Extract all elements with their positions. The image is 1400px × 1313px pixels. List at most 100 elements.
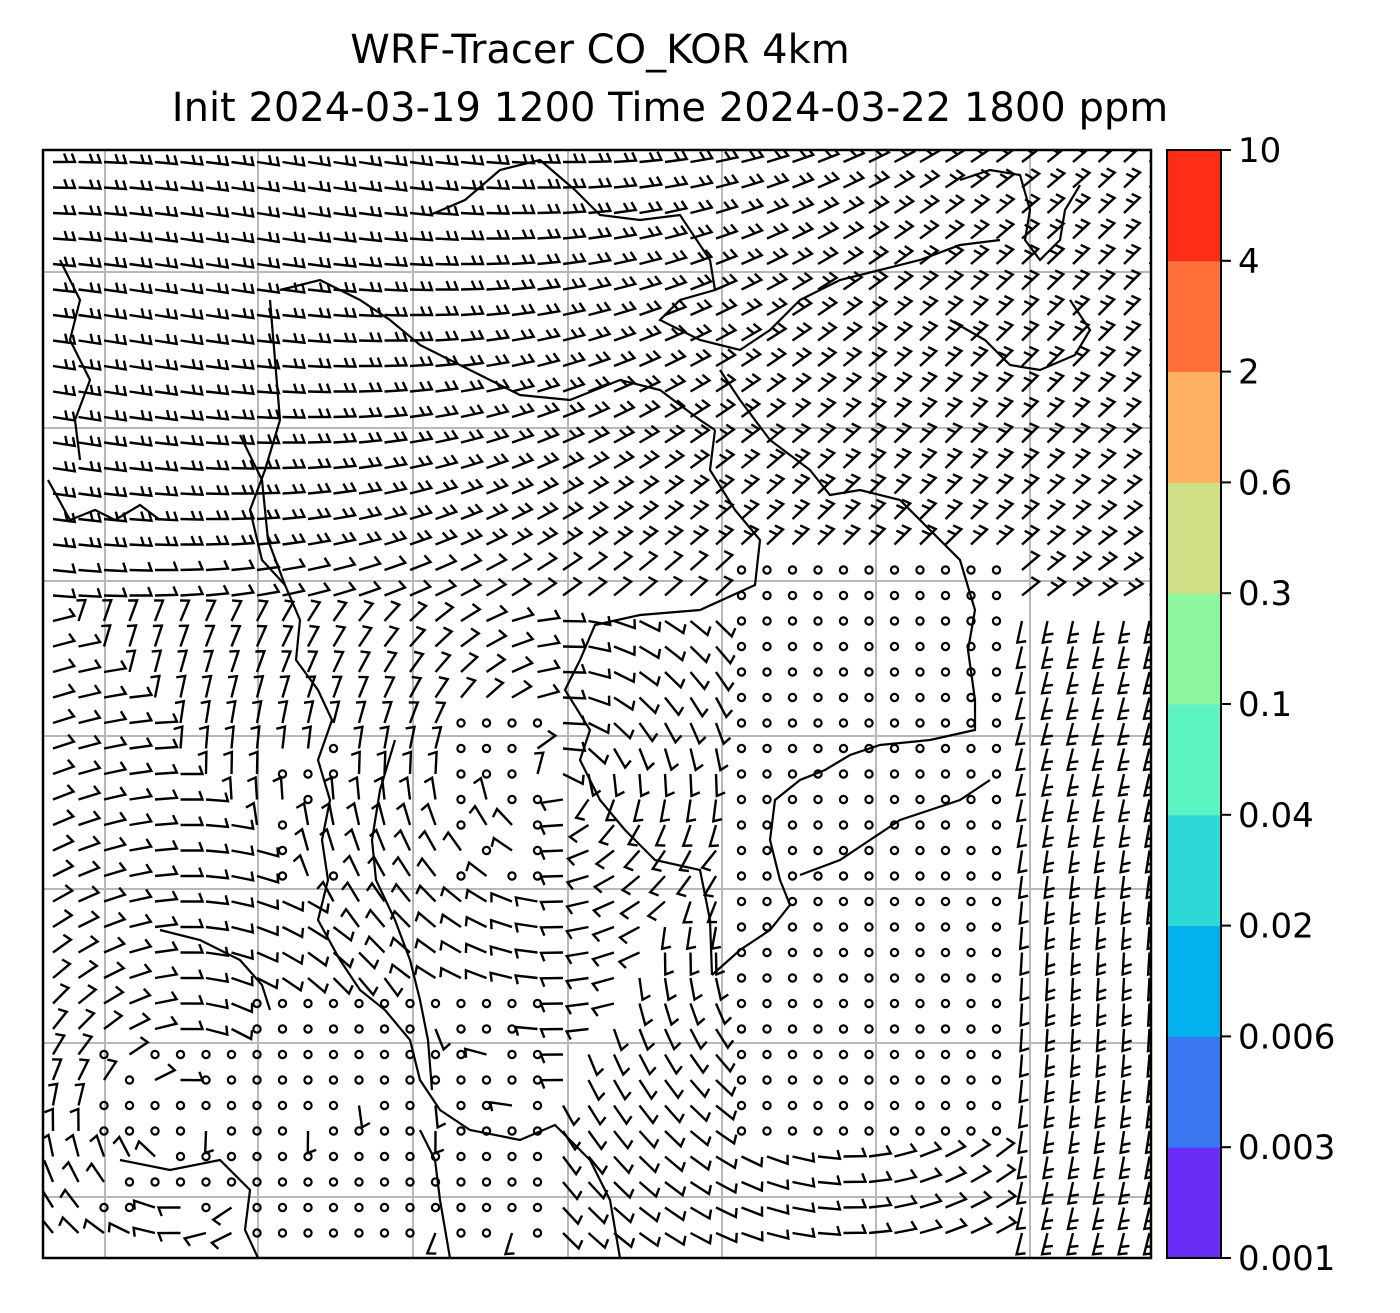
- wind-barb: [180, 969, 205, 980]
- wind-barb: [52, 410, 77, 422]
- calm-wind-marker: [940, 641, 951, 652]
- wind-barb: [689, 424, 711, 444]
- wind-barb: [766, 272, 789, 291]
- wind-barb: [1123, 167, 1143, 189]
- wind-barb: [255, 624, 268, 647]
- calm-wind-marker: [864, 998, 874, 1009]
- wind-barb: [817, 473, 837, 495]
- wind-barb: [384, 455, 409, 470]
- wind-barb: [78, 587, 103, 598]
- wind-barb: [842, 170, 866, 189]
- wind-barb: [485, 653, 507, 673]
- wind-barb: [333, 231, 357, 243]
- wind-barb: [384, 555, 408, 572]
- wind-barb: [995, 371, 1015, 393]
- wind-barb: [333, 205, 357, 218]
- wind-barb: [256, 899, 280, 911]
- wind-barb: [1046, 345, 1066, 367]
- wind-barb: [281, 624, 294, 648]
- wind-barb: [1046, 193, 1067, 214]
- wind-barb: [587, 773, 602, 798]
- wind-barb: [256, 508, 281, 521]
- wind-barb: [1097, 192, 1117, 214]
- colorbar-tick-label: 0.003: [1238, 1128, 1335, 1168]
- wind-barb: [1021, 193, 1041, 214]
- wind-barbs: [43, 150, 1151, 1256]
- wind-barb: [332, 599, 349, 622]
- wind-barb: [995, 396, 1015, 418]
- wind-barb: [893, 524, 913, 546]
- wind-barb: [152, 624, 164, 647]
- wind-barb: [1091, 646, 1105, 670]
- wind-barb: [154, 990, 179, 1005]
- calm-wind-marker: [430, 1075, 441, 1085]
- calm-wind-marker: [303, 1049, 313, 1060]
- wind-barb: [439, 939, 462, 954]
- wind-barb: [180, 841, 205, 852]
- calm-wind-marker: [813, 998, 823, 1009]
- wind-barb: [200, 699, 211, 724]
- wind-barb: [689, 722, 707, 746]
- calm-wind-marker: [787, 1100, 798, 1111]
- calm-wind-marker: [915, 794, 925, 805]
- wind-barb: [766, 524, 786, 546]
- colorbar-tick-label: 2: [1238, 353, 1260, 393]
- wind-barb: [52, 333, 77, 346]
- wind-barb: [282, 508, 307, 521]
- wind-barb: [408, 701, 420, 724]
- wind-barb: [307, 307, 332, 319]
- wind-barb: [230, 624, 242, 647]
- calm-wind-marker: [915, 718, 925, 728]
- wind-barb: [613, 226, 638, 240]
- calm-wind-marker: [328, 1151, 339, 1162]
- wind-barb: [1072, 243, 1091, 265]
- colorbar-segment: [1167, 482, 1221, 594]
- wind-barb: [359, 357, 383, 368]
- calm-wind-marker: [175, 1049, 186, 1060]
- wind-barb: [700, 849, 717, 872]
- wind-barb: [103, 911, 127, 929]
- calm-wind-marker: [481, 1100, 492, 1111]
- wind-barb: [486, 304, 511, 317]
- wind-barb: [282, 900, 305, 913]
- wind-barb: [231, 845, 255, 856]
- wind-barb: [102, 598, 113, 622]
- wind-barb: [425, 1232, 437, 1255]
- calm-wind-marker: [813, 922, 823, 932]
- calm-wind-marker: [456, 743, 466, 754]
- wind-barb: [664, 645, 687, 663]
- wind-barb: [868, 270, 889, 291]
- calm-wind-marker: [889, 998, 900, 1009]
- wind-barb: [638, 525, 660, 546]
- wind-barb: [439, 966, 462, 980]
- wind-barb: [868, 195, 891, 215]
- wind-barb: [203, 1130, 215, 1155]
- calm-wind-marker: [813, 718, 823, 728]
- wind-barb: [741, 150, 765, 164]
- wind-barb: [103, 1009, 124, 1030]
- calm-wind-marker: [150, 1126, 160, 1136]
- wind-barb: [78, 153, 103, 164]
- wind-barb: [180, 154, 204, 166]
- calm-wind-marker: [736, 998, 747, 1009]
- calm-wind-marker: [277, 998, 288, 1009]
- calm-wind-marker: [966, 1100, 976, 1111]
- wind-barb: [231, 206, 255, 218]
- wind-barb: [460, 602, 482, 623]
- wind-barb: [486, 254, 511, 266]
- wind-barb: [1097, 473, 1118, 495]
- calm-wind-marker: [532, 1177, 543, 1187]
- calm-wind-marker: [787, 692, 798, 703]
- calm-wind-marker: [813, 641, 823, 652]
- calm-wind-marker: [813, 794, 823, 805]
- wind-barb: [919, 498, 938, 520]
- wind-barb: [970, 168, 991, 189]
- wind-barb: [664, 1206, 687, 1222]
- wind-barb: [341, 880, 361, 903]
- wind-barb: [486, 428, 510, 444]
- wind-barb: [358, 205, 383, 218]
- calm-wind-marker: [762, 973, 772, 983]
- calm-wind-marker: [277, 1024, 288, 1034]
- wind-barb: [1018, 901, 1029, 926]
- wind-barb: [842, 195, 866, 215]
